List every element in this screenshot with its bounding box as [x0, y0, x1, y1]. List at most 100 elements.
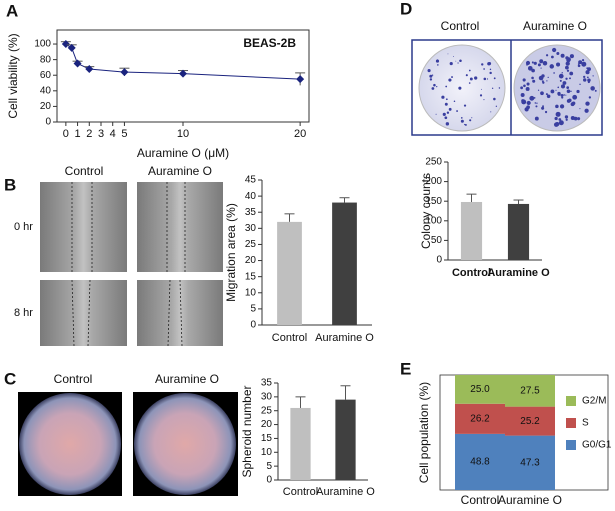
colony — [585, 70, 590, 75]
x-tick-label: Auramine O — [487, 267, 550, 279]
colony — [566, 69, 570, 72]
x-tick-label: 10 — [177, 128, 189, 140]
y-axis-label: Migration area (%) — [224, 203, 238, 302]
colony — [522, 78, 526, 82]
colony — [526, 82, 530, 86]
bar-segment — [455, 375, 505, 404]
colony — [493, 97, 496, 101]
colony — [565, 65, 569, 70]
colony — [571, 101, 576, 106]
y-tick-label: 20 — [261, 419, 273, 430]
colony — [587, 78, 591, 82]
colony — [566, 89, 571, 94]
colony — [549, 64, 555, 69]
colony — [431, 74, 434, 76]
colony — [545, 93, 548, 96]
colony — [540, 91, 544, 96]
y-tick-label: 100 — [34, 39, 51, 50]
colony — [547, 76, 549, 79]
colony — [539, 59, 544, 64]
colony — [442, 112, 446, 116]
colony — [457, 62, 459, 64]
colony — [570, 90, 572, 93]
colony — [559, 79, 562, 82]
y-axis-label: Spheroid number — [240, 385, 254, 477]
colony — [565, 61, 570, 66]
colony — [433, 83, 436, 87]
colony — [565, 118, 568, 121]
y-tick-label: 50 — [431, 235, 443, 246]
colony — [464, 123, 467, 126]
colony — [531, 61, 534, 64]
colony — [483, 68, 485, 70]
y-tick-label: 15 — [245, 271, 257, 282]
colony — [546, 80, 548, 82]
colony — [541, 80, 544, 83]
y-tick-label: 0 — [250, 320, 256, 331]
colony — [561, 96, 564, 99]
y-tick-label: 80 — [40, 54, 52, 65]
colony — [495, 105, 498, 107]
y-axis-label: Cell viability (%) — [6, 33, 20, 118]
colony — [435, 113, 437, 115]
marker — [179, 69, 187, 78]
x-tick-label: Control — [452, 267, 491, 279]
colony — [534, 102, 537, 104]
bar-segment — [505, 375, 555, 407]
colony — [558, 118, 562, 121]
colony — [471, 117, 473, 119]
panel-letter: A — [6, 1, 18, 20]
panel-letter: B — [4, 175, 16, 194]
colony — [479, 94, 483, 97]
colony — [455, 60, 457, 62]
y-tick-label: 30 — [261, 391, 273, 402]
image-label: Auramine O — [155, 372, 219, 386]
colony — [520, 93, 525, 97]
colony — [590, 86, 595, 91]
y-tick-label: 5 — [250, 304, 256, 315]
annotation: BEAS-2B — [243, 36, 296, 50]
legend-swatch — [566, 396, 576, 406]
image-label: Control — [65, 164, 104, 178]
value-label: 25.0 — [470, 384, 490, 395]
colony — [521, 99, 525, 103]
colony — [469, 77, 473, 81]
panel-letter: C — [4, 369, 16, 388]
colony — [483, 77, 487, 81]
colony — [577, 117, 581, 121]
colony — [557, 86, 560, 89]
y-tick-label: 60 — [40, 70, 52, 81]
colony — [581, 61, 587, 67]
colony — [468, 82, 471, 84]
colony — [525, 86, 530, 91]
colony — [431, 87, 435, 90]
colony — [572, 94, 578, 100]
x-tick-label: Auramine O — [498, 493, 562, 507]
bar-segment — [455, 433, 505, 490]
y-axis-label: Colony counts — [419, 173, 433, 249]
colony — [525, 60, 531, 66]
colony — [435, 59, 440, 63]
y-tick-label: 15 — [261, 433, 273, 444]
colony — [490, 111, 492, 113]
colony — [537, 63, 541, 67]
colony — [586, 76, 589, 79]
y-tick-label: 25 — [245, 239, 257, 250]
y-tick-label: 35 — [261, 378, 273, 389]
colony — [545, 54, 549, 57]
colony — [560, 84, 566, 89]
colony — [542, 107, 544, 109]
colony — [555, 111, 561, 117]
colony — [546, 94, 551, 99]
y-tick-label: 10 — [261, 447, 273, 458]
colony — [468, 69, 471, 72]
image-label: Control — [54, 372, 93, 386]
colony — [444, 116, 448, 120]
bar-segment — [505, 406, 555, 436]
x-tick-label: Auramine O — [316, 486, 375, 498]
legend-label: S — [582, 418, 589, 429]
panel-letter: E — [400, 359, 411, 378]
colony — [576, 89, 580, 94]
bar — [507, 203, 530, 260]
colony-images — [411, 39, 603, 136]
